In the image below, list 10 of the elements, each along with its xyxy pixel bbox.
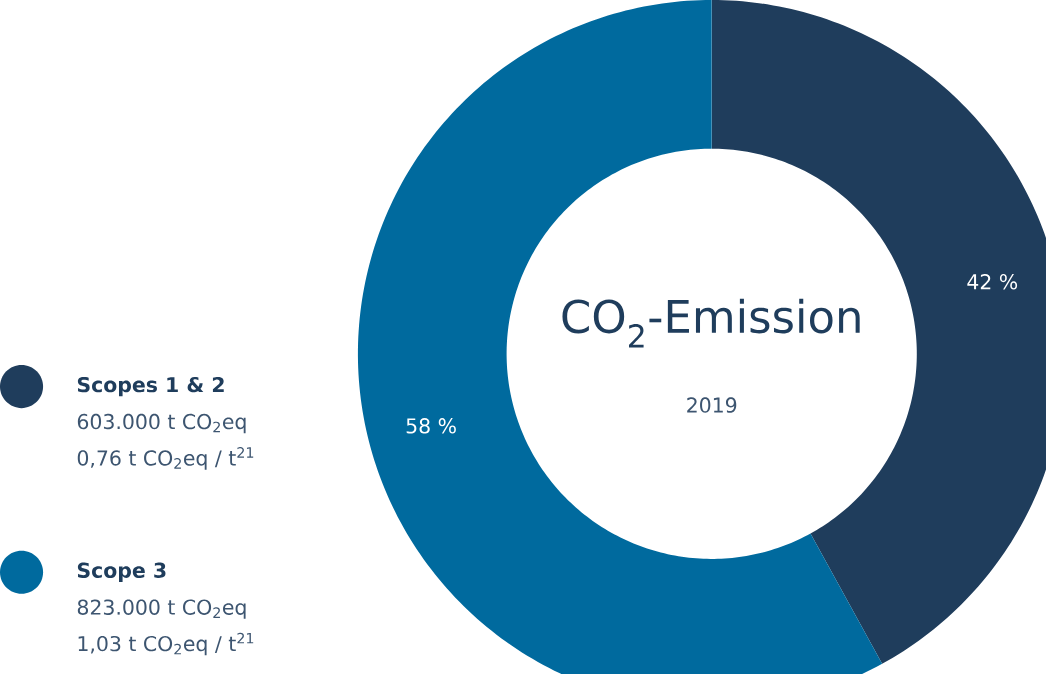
legend-label: Scope 3 — [77, 562, 166, 583]
text: 2019 — [687, 397, 737, 413]
text: CO$_{2}$-Emission — [562, 298, 860, 348]
text: 1,03 t CO$_{2}$eq / t$^{21}$ — [78, 632, 254, 656]
data-label: 58 % — [406, 418, 456, 434]
text: 0,76 t CO$_{2}$eq / t$^{21}$ — [77, 447, 254, 470]
data-label: 42 % — [967, 274, 1018, 290]
text: 823.000 t CO$_{2}$eq — [77, 599, 246, 619]
text: 603.000 t CO$_{2}$eq — [77, 413, 246, 434]
legend-label: Scopes 1 & 2 — [77, 377, 224, 397]
